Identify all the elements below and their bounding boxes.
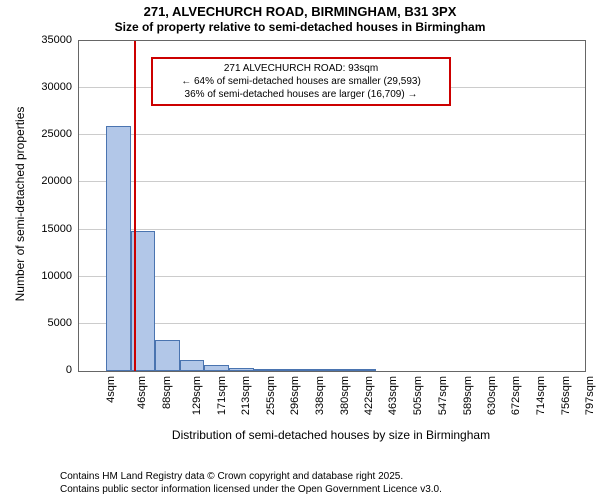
x-tick-label: 4sqm [105,376,117,403]
x-tick-label: 505sqm [412,376,424,415]
x-tick-label: 338sqm [314,376,326,415]
chart-title-line2: Size of property relative to semi-detach… [0,20,600,34]
x-tick-label: 589sqm [462,376,474,415]
x-tick-label: 422sqm [363,376,375,415]
x-tick-label: 463sqm [388,376,400,415]
y-tick-label: 30000 [0,81,72,93]
attribution-text: Contains HM Land Registry data © Crown c… [60,471,442,496]
y-tick-label: 0 [0,364,72,376]
x-tick-label: 630sqm [486,376,498,415]
y-tick-label: 15000 [0,223,72,235]
x-tick-label: 171sqm [216,376,228,415]
x-tick-label: 714sqm [535,376,547,415]
x-tick-label: 88sqm [161,376,173,409]
y-tick-label: 25000 [0,128,72,140]
x-tick-label: 46sqm [136,376,148,409]
x-tick-label: 213sqm [240,376,252,415]
histogram-bar [180,360,205,371]
x-axis-label: Distribution of semi-detached houses by … [78,428,584,442]
x-tick-label: 129sqm [191,376,203,415]
y-tick-label: 5000 [0,317,72,329]
x-tick-label: 296sqm [289,376,301,415]
histogram-bar [229,368,254,371]
x-tick-label: 797sqm [584,376,596,415]
histogram-bar [303,369,328,371]
histogram-bar [155,340,180,371]
y-tick-label: 20000 [0,175,72,187]
x-tick-label: 547sqm [437,376,449,415]
gridline [79,229,585,230]
attribution-line1: Contains HM Land Registry data © Crown c… [60,471,442,484]
reference-line [134,41,136,371]
x-tick-label: 255sqm [265,376,277,415]
histogram-bar [106,126,131,371]
gridline [79,181,585,182]
annotation-line: 271 ALVECHURCH ROAD: 93sqm [159,62,443,75]
histogram-chart: 271, ALVECHURCH ROAD, BIRMINGHAM, B31 3P… [0,0,600,500]
y-tick-label: 35000 [0,34,72,46]
x-tick-label: 672sqm [511,376,523,415]
attribution-line2: Contains public sector information licen… [60,484,442,497]
gridline [79,134,585,135]
x-tick-label: 380sqm [339,376,351,415]
x-tick-label: 756sqm [560,376,572,415]
chart-title-line1: 271, ALVECHURCH ROAD, BIRMINGHAM, B31 3P… [0,4,600,19]
histogram-bar [278,369,303,371]
annotation-box: 271 ALVECHURCH ROAD: 93sqm← 64% of semi-… [151,57,451,106]
annotation-line: ← 64% of semi-detached houses are smalle… [159,75,443,88]
histogram-bar [204,365,229,371]
histogram-bar [351,369,376,371]
histogram-bar [253,369,278,371]
annotation-line: 36% of semi-detached houses are larger (… [159,88,443,101]
y-tick-label: 10000 [0,270,72,282]
plot-area: 271 ALVECHURCH ROAD: 93sqm← 64% of semi-… [78,40,586,372]
histogram-bar [327,369,352,371]
